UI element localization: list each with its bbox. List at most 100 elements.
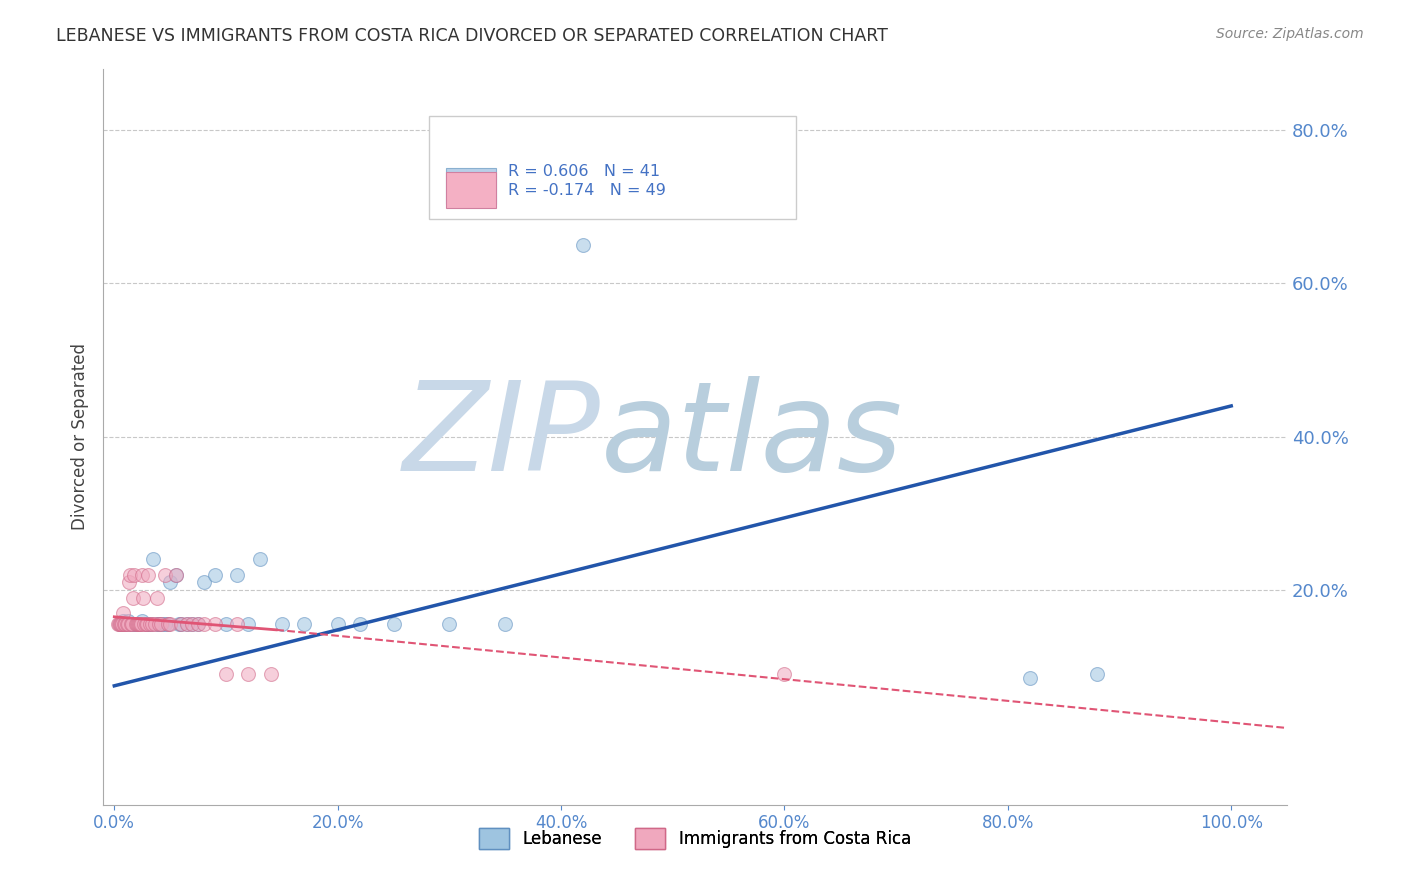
Point (107, 617, 129, 632)
Point (108, 617, 131, 632)
Point (193, 575, 215, 590)
Point (128, 617, 150, 632)
Point (159, 617, 181, 632)
Point (150, 617, 173, 632)
Point (124, 567, 146, 582)
Text: ZIP: ZIP (402, 376, 600, 497)
Point (156, 617, 179, 632)
Point (118, 575, 141, 590)
Point (145, 617, 167, 632)
Point (134, 617, 156, 632)
Point (135, 617, 157, 632)
Point (131, 567, 153, 582)
Point (773, 667, 796, 681)
Point (165, 567, 187, 582)
Point (170, 617, 193, 632)
Point (494, 617, 516, 632)
Text: R = 0.606   N = 41: R = 0.606 N = 41 (508, 164, 661, 179)
Point (148, 617, 170, 632)
FancyBboxPatch shape (447, 172, 496, 209)
Point (187, 617, 209, 632)
Point (148, 617, 170, 632)
FancyBboxPatch shape (429, 116, 796, 219)
Y-axis label: Divorced or Separated: Divorced or Separated (72, 343, 89, 530)
Point (129, 617, 152, 632)
Point (136, 617, 159, 632)
Point (187, 617, 209, 632)
Point (135, 617, 157, 632)
Point (349, 617, 371, 632)
Text: R = -0.174   N = 49: R = -0.174 N = 49 (508, 183, 666, 198)
Point (156, 617, 179, 632)
Point (181, 617, 204, 632)
Point (170, 617, 193, 632)
Point (270, 617, 292, 632)
Point (117, 614, 139, 628)
Point (117, 617, 139, 632)
Point (115, 617, 138, 632)
Point (118, 567, 141, 582)
Point (125, 617, 148, 632)
Point (238, 617, 260, 632)
Text: Source: ZipAtlas.com: Source: ZipAtlas.com (1216, 27, 1364, 41)
Point (292, 617, 315, 632)
Point (439, 617, 461, 632)
Point (131, 614, 153, 628)
Point (153, 567, 176, 582)
Point (143, 617, 166, 632)
FancyBboxPatch shape (447, 169, 496, 204)
Point (204, 567, 226, 582)
Point (121, 617, 143, 632)
Point (125, 617, 148, 632)
Point (112, 617, 135, 632)
Point (1085, 667, 1108, 681)
Point (108, 617, 131, 632)
Point (127, 617, 149, 632)
Point (141, 617, 163, 632)
Point (326, 617, 349, 632)
Point (165, 567, 187, 582)
Point (124, 617, 146, 632)
Point (153, 617, 176, 632)
Text: LEBANESE VS IMMIGRANTS FROM COSTA RICA DIVORCED OR SEPARATED CORRELATION CHART: LEBANESE VS IMMIGRANTS FROM COSTA RICA D… (56, 27, 889, 45)
Point (260, 667, 283, 681)
Point (112, 606, 135, 620)
Point (124, 617, 146, 632)
Point (176, 617, 198, 632)
Point (204, 617, 226, 632)
Point (145, 591, 167, 605)
Point (215, 617, 238, 632)
Point (572, 238, 595, 252)
Point (132, 591, 155, 605)
Point (111, 617, 134, 632)
Point (176, 617, 198, 632)
Point (226, 617, 249, 632)
Point (136, 567, 159, 582)
Point (114, 617, 136, 632)
Point (159, 575, 181, 590)
Point (193, 617, 215, 632)
Point (238, 667, 260, 681)
Point (135, 617, 157, 632)
Point (112, 614, 135, 628)
Point (122, 591, 145, 605)
Point (150, 617, 173, 632)
Point (142, 552, 165, 566)
Point (120, 617, 142, 632)
Point (107, 617, 129, 632)
Point (167, 617, 190, 632)
Point (139, 617, 162, 632)
Point (249, 552, 271, 566)
Point (226, 567, 249, 582)
Point (1019, 671, 1042, 685)
Point (120, 617, 142, 632)
Point (181, 617, 204, 632)
Point (114, 617, 136, 632)
Point (129, 617, 152, 632)
Point (215, 667, 238, 681)
Legend: Lebanese, Immigrants from Costa Rica: Lebanese, Immigrants from Costa Rica (472, 822, 918, 855)
Point (141, 617, 163, 632)
Point (110, 617, 132, 632)
Text: atlas: atlas (600, 376, 903, 497)
Point (128, 617, 150, 632)
